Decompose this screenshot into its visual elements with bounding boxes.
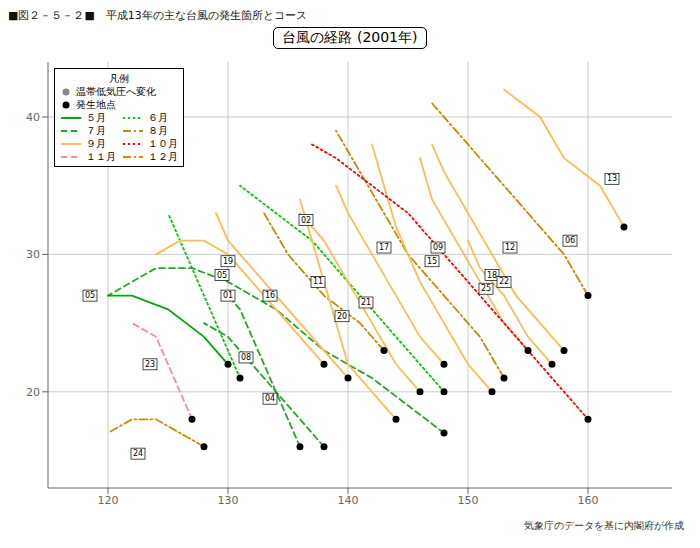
html-text:気象庁のデータを基に内閣府が作成: 気象庁のデータを基に内閣府が作成 bbox=[524, 520, 684, 531]
svg-text:25: 25 bbox=[481, 284, 491, 293]
svg-text:17: 17 bbox=[379, 243, 389, 252]
html-text:■図２－５－２■ 平成13年の主な台風の発生箇所とコース: ■図２－５－２■ 平成13年の主な台風の発生箇所とコース bbox=[8, 9, 307, 22]
svg-text:05: 05 bbox=[85, 291, 95, 300]
html-text:発生地点: 発生地点 bbox=[76, 99, 116, 110]
svg-text:06: 06 bbox=[565, 236, 575, 245]
html-text:台風の経路 (2001年): 台風の経路 (2001年) bbox=[282, 29, 418, 45]
svg-text:40: 40 bbox=[26, 111, 40, 124]
svg-text:130: 130 bbox=[218, 494, 239, 507]
svg-text:21: 21 bbox=[361, 298, 371, 307]
html-text:７月: ７月 bbox=[86, 125, 106, 136]
svg-text:13: 13 bbox=[607, 174, 617, 183]
html-text:温帯低気圧へ変化: 温帯低気圧へ変化 bbox=[76, 86, 156, 97]
svg-text:18: 18 bbox=[487, 271, 497, 280]
svg-text:02: 02 bbox=[301, 216, 311, 225]
html-text:９月: ９月 bbox=[86, 138, 106, 149]
svg-text:11: 11 bbox=[313, 277, 323, 286]
html-text:６月: ６月 bbox=[148, 112, 168, 123]
svg-text:140: 140 bbox=[338, 494, 359, 507]
svg-text:09: 09 bbox=[433, 243, 443, 252]
svg-text:05: 05 bbox=[217, 271, 227, 280]
svg-text:04: 04 bbox=[265, 394, 275, 403]
svg-text:150: 150 bbox=[458, 494, 479, 507]
html-text:１１月: １１月 bbox=[86, 151, 116, 162]
html-text:８月: ８月 bbox=[148, 125, 168, 136]
svg-text:16: 16 bbox=[265, 291, 275, 300]
svg-text:08: 08 bbox=[241, 353, 251, 362]
html-text:１２月: １２月 bbox=[148, 151, 178, 162]
svg-text:19: 19 bbox=[223, 257, 233, 266]
svg-text:30: 30 bbox=[26, 248, 40, 261]
svg-text:15: 15 bbox=[427, 257, 437, 266]
svg-text:160: 160 bbox=[578, 494, 599, 507]
svg-text:20: 20 bbox=[26, 386, 40, 399]
html-text:５月: ５月 bbox=[86, 112, 106, 123]
html-text:凡例: 凡例 bbox=[109, 73, 129, 84]
svg-text:22: 22 bbox=[499, 277, 509, 286]
svg-text:12: 12 bbox=[505, 243, 515, 252]
svg-text:24: 24 bbox=[133, 449, 143, 458]
svg-text:01: 01 bbox=[223, 291, 233, 300]
svg-text:23: 23 bbox=[145, 360, 155, 369]
svg-text:120: 120 bbox=[98, 494, 119, 507]
svg-text:20: 20 bbox=[337, 312, 347, 321]
html-text:１０月: １０月 bbox=[148, 138, 178, 149]
